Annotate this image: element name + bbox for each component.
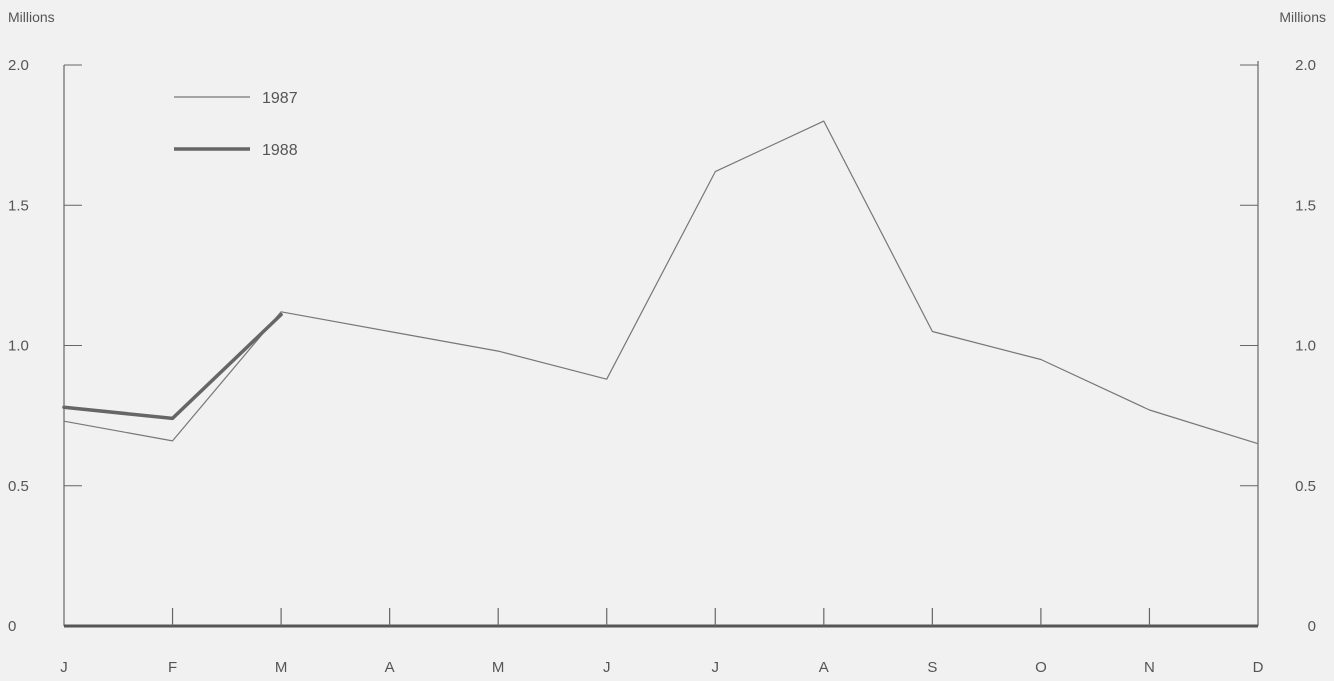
y-tick-label-right: 0 [1308, 618, 1316, 635]
x-tick-label: D [1253, 659, 1264, 676]
y-tick-label-left: 2.0 [8, 57, 29, 74]
legend: 1987 1988 [174, 90, 298, 159]
x-tick-label: M [275, 659, 288, 676]
y-tick-label-right: 0.5 [1295, 478, 1316, 495]
legend-label-1988: 1988 [262, 142, 298, 159]
y-tick-label-right: 1.5 [1295, 197, 1316, 214]
x-tick-label: O [1035, 659, 1047, 676]
series-layer [62, 120, 1259, 445]
x-tick-label: S [927, 659, 937, 676]
x-tick-label: A [385, 659, 395, 676]
left-axis-unit-label: Millions [8, 9, 55, 25]
x-tick-label: N [1144, 659, 1155, 676]
y-tick-label-left: 0 [8, 618, 16, 635]
x-tick-label: A [819, 659, 829, 676]
x-tick-label: J [712, 659, 720, 676]
series-line-1988 [62, 312, 283, 421]
y-tick-label-left: 0.5 [8, 478, 29, 495]
y-tick-label-left: 1.5 [8, 197, 29, 214]
legend-label-1987: 1987 [262, 90, 298, 107]
axes: 0 0 0.5 0.5 1.0 1.0 1.5 1.5 2.0 2.0 J F M A M J J A S O N D [8, 57, 1316, 676]
right-axis-unit-label: Millions [1279, 9, 1326, 25]
x-tick-label: F [168, 659, 177, 676]
x-tick-label: M [492, 659, 505, 676]
y-tick-label-right: 1.0 [1295, 338, 1316, 355]
y-tick-label-right: 2.0 [1295, 57, 1316, 74]
x-tick-label: J [60, 659, 68, 676]
x-tick-label: J [603, 659, 611, 676]
y-tick-label-left: 1.0 [8, 338, 29, 355]
